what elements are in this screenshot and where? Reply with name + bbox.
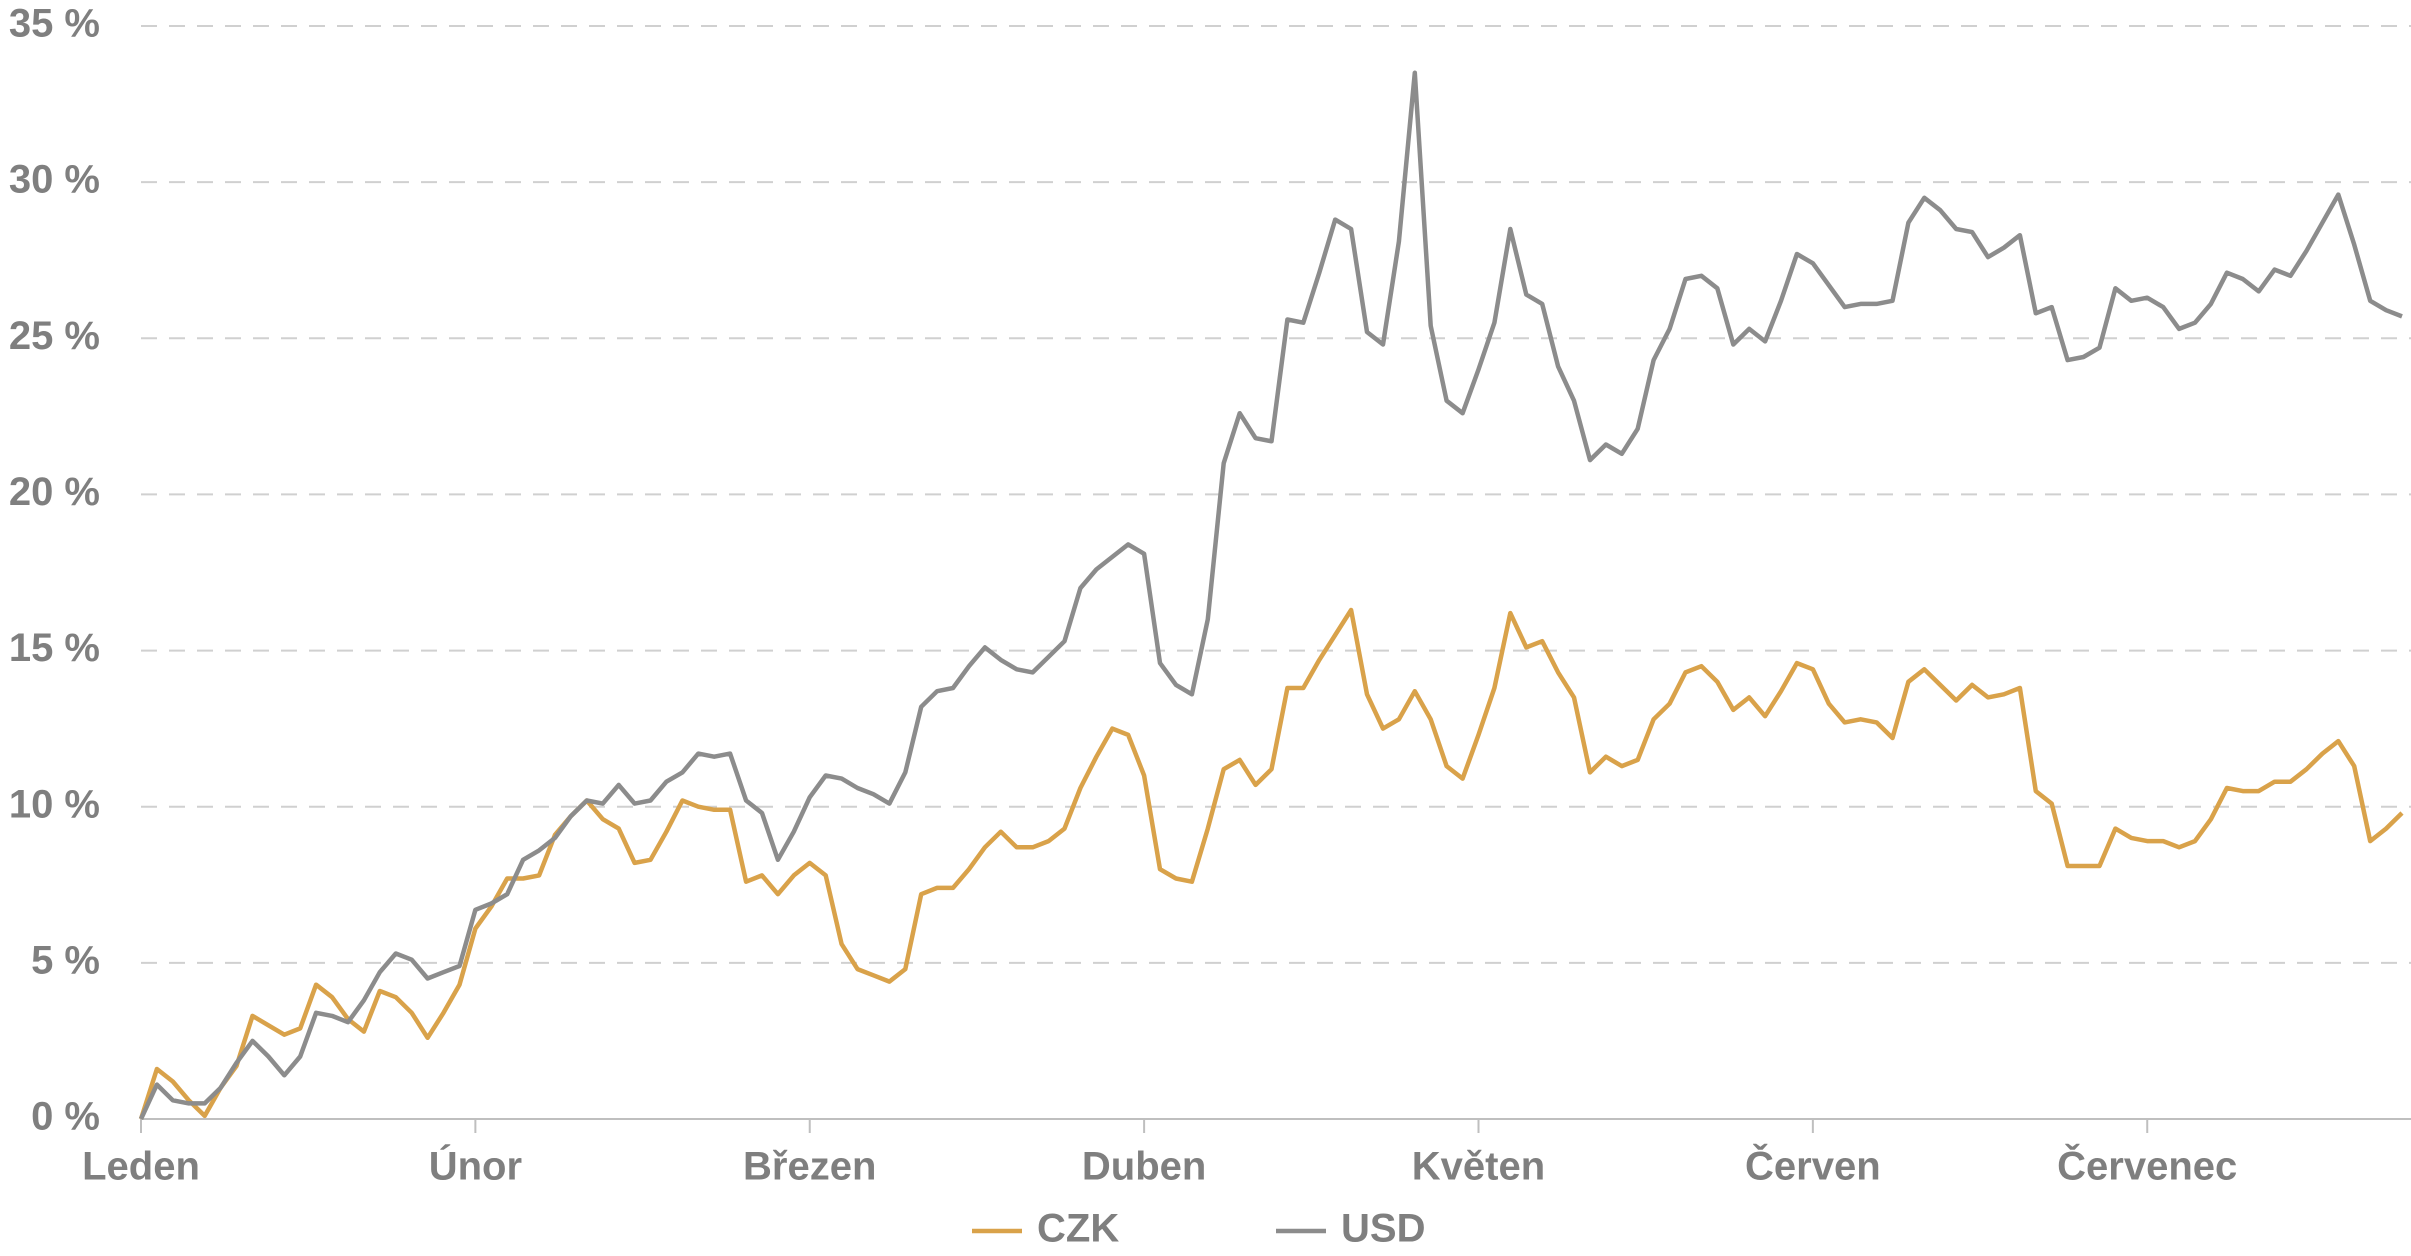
y-tick-label: 35 % (9, 2, 100, 46)
x-tick-label: Březen (743, 1145, 876, 1189)
x-tick-label: Únor (429, 1143, 522, 1189)
x-tick-label: Červenec (2057, 1143, 2237, 1189)
x-tick-label: Leden (82, 1145, 200, 1189)
series-line (138, 70, 2403, 1120)
y-tick-label: 20 % (9, 470, 100, 514)
x-tick-label: Duben (1082, 1145, 1206, 1189)
y-tick-label: 10 % (9, 782, 100, 826)
y-tick-label: 15 % (9, 626, 100, 670)
y-tick-label: 5 % (31, 938, 100, 982)
x-tick-label: Květen (1412, 1145, 1545, 1189)
series-line (138, 607, 2404, 1120)
legend-label: CZK (1037, 1207, 1119, 1251)
y-tick-label: 0 % (31, 1095, 100, 1139)
legend-label: USD (1341, 1207, 1425, 1251)
x-tick-label: Červen (1745, 1143, 1881, 1189)
y-tick-label: 25 % (9, 314, 100, 358)
y-tick-label: 30 % (9, 158, 100, 202)
